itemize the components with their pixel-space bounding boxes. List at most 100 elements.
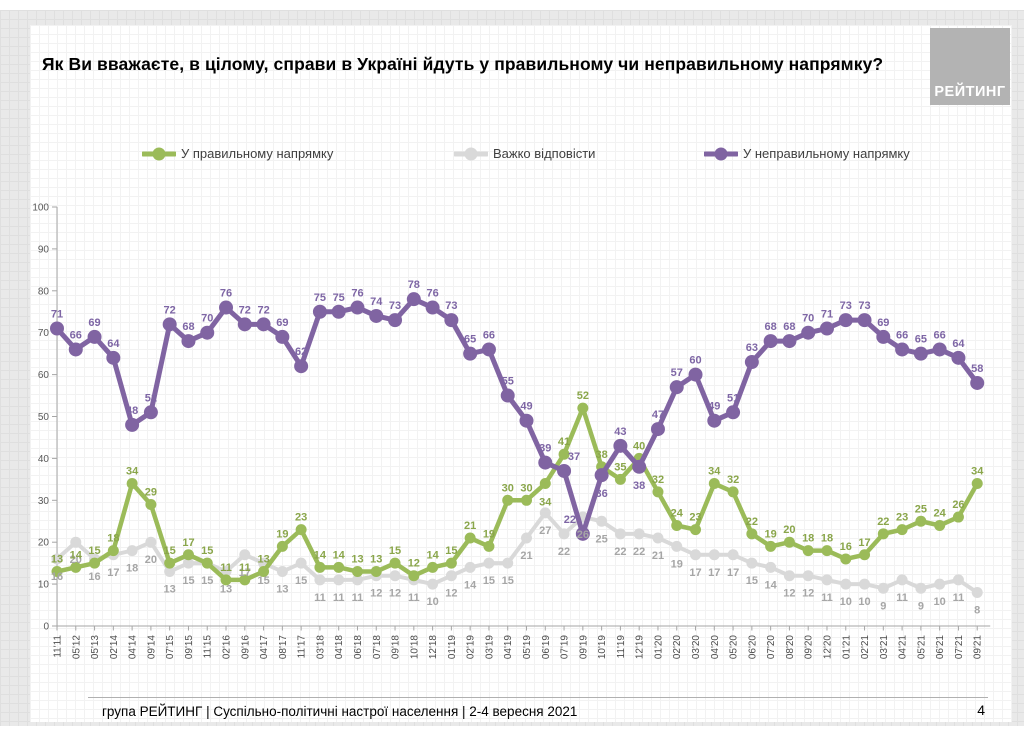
data-point-value-label: 73 — [840, 300, 852, 312]
data-point-value-label: 13 — [351, 554, 363, 566]
data-point-marker — [331, 304, 346, 319]
data-point-value-label: 32 — [652, 474, 664, 486]
data-point-marker — [145, 498, 157, 510]
data-point-marker — [650, 422, 665, 437]
data-point-value-label: 26 — [952, 499, 964, 511]
data-point-value-label: 16 — [840, 541, 852, 553]
data-point-value-label: 38 — [595, 449, 607, 461]
data-point-value-label: 11 — [352, 592, 364, 604]
data-point-value-label: 78 — [408, 279, 420, 291]
data-point-marker — [971, 478, 983, 490]
data-point-marker — [89, 557, 101, 569]
data-point-marker — [201, 557, 213, 569]
data-point-marker — [464, 532, 476, 544]
chart-canvas: 0 10 20 30 40 50 60 70 80 90 100 11'11 05'12 05'13 02'… — [32, 203, 991, 660]
page-number: 4 — [977, 702, 985, 718]
data-point-marker — [840, 578, 852, 590]
data-point-value-label: 15 — [164, 545, 176, 557]
data-point-marker — [934, 519, 946, 531]
data-point-marker — [445, 570, 457, 582]
data-point-value-label: 9 — [880, 600, 886, 612]
data-point-value-label: 34 — [126, 466, 139, 478]
data-point-marker — [802, 570, 814, 582]
data-point-value-label: 60 — [689, 355, 701, 367]
data-point-value-label: 21 — [520, 550, 532, 562]
data-point-marker — [727, 549, 739, 561]
data-point-marker — [237, 317, 252, 332]
x-axis-date-label: 03'21 — [879, 635, 890, 660]
data-point-marker — [838, 313, 853, 328]
data-point-value-label: 22 — [633, 546, 645, 558]
data-point-marker — [239, 574, 251, 586]
x-axis-date-label: 04'18 — [334, 635, 345, 660]
data-point-marker — [70, 536, 82, 548]
data-point-value-label: 29 — [145, 486, 157, 498]
data-point-marker — [575, 526, 590, 541]
x-axis-date-label: 05'19 — [522, 635, 533, 660]
rating-logo: РЕЙТИНГ — [930, 28, 1010, 105]
data-point-marker — [519, 413, 534, 428]
data-point-marker — [913, 346, 928, 361]
data-point-marker — [821, 574, 833, 586]
data-point-value-label: 30 — [520, 482, 532, 494]
data-point-value-label: 49 — [708, 401, 720, 413]
y-axis-tick-label: 10 — [38, 580, 50, 591]
data-point-marker — [744, 355, 759, 370]
data-point-value-label: 24 — [671, 507, 684, 519]
data-point-value-label: 21 — [652, 550, 664, 562]
data-point-marker — [68, 342, 83, 357]
y-axis-tick-label: 40 — [38, 454, 50, 465]
data-point-value-label: 20 — [145, 554, 157, 566]
data-point-marker — [859, 578, 871, 590]
data-point-marker — [314, 561, 326, 573]
data-point-value-label: 68 — [765, 321, 777, 333]
data-point-marker — [294, 359, 309, 374]
x-axis-date-label: 04'20 — [710, 635, 721, 660]
data-point-marker — [671, 519, 683, 531]
data-point-marker — [765, 561, 777, 573]
x-axis-date-label: 04'17 — [259, 635, 270, 660]
data-point-value-label: 15 — [201, 545, 213, 557]
data-point-marker — [502, 557, 514, 569]
data-point-value-label: 17 — [182, 537, 194, 549]
x-axis-date-label: 07'21 — [954, 635, 965, 660]
data-point-marker — [801, 325, 816, 340]
data-point-value-label: 22 — [558, 546, 570, 558]
data-point-marker — [821, 545, 833, 557]
data-point-marker — [688, 367, 703, 382]
data-point-marker — [819, 321, 834, 336]
legend-marker-green-icon — [142, 147, 176, 160]
data-point-value-label: 74 — [370, 296, 383, 308]
data-point-value-label: 36 — [595, 488, 607, 500]
data-point-value-label: 19 — [276, 528, 288, 540]
data-point-value-label: 17 — [689, 567, 701, 579]
data-point-marker — [295, 524, 307, 536]
data-point-value-label: 10 — [426, 596, 438, 608]
data-point-marker — [143, 405, 158, 420]
data-point-value-label: 24 — [934, 507, 947, 519]
legend-item-wrong-direction: У неправильному напрямку — [704, 146, 910, 161]
data-point-value-label: 34 — [708, 466, 721, 478]
x-axis-date-label: 07'15 — [165, 635, 176, 660]
data-point-marker — [521, 494, 532, 506]
data-point-value-label: 14 — [70, 549, 83, 561]
data-point-value-label: 37 — [568, 451, 580, 463]
data-point-value-label: 30 — [502, 482, 514, 494]
x-axis-date-label: 05'20 — [729, 635, 740, 660]
x-axis-date-label: 09'14 — [146, 635, 157, 660]
data-point-marker — [915, 515, 927, 527]
data-point-value-label: 22 — [877, 516, 889, 528]
data-point-value-label: 17 — [107, 567, 119, 579]
x-axis-date-label: 01'21 — [841, 635, 852, 660]
data-point-marker — [350, 300, 365, 315]
data-point-marker — [802, 545, 814, 557]
data-point-marker — [876, 329, 891, 344]
x-axis-date-label: 02'16 — [222, 635, 233, 660]
data-point-marker — [314, 574, 326, 586]
data-point-marker — [746, 528, 758, 540]
data-point-marker — [444, 313, 459, 328]
data-point-value-label: 16 — [88, 571, 100, 583]
data-point-marker — [746, 557, 758, 569]
x-axis-date-label: 11'15 — [203, 635, 214, 659]
data-point-value-label: 55 — [502, 376, 514, 388]
